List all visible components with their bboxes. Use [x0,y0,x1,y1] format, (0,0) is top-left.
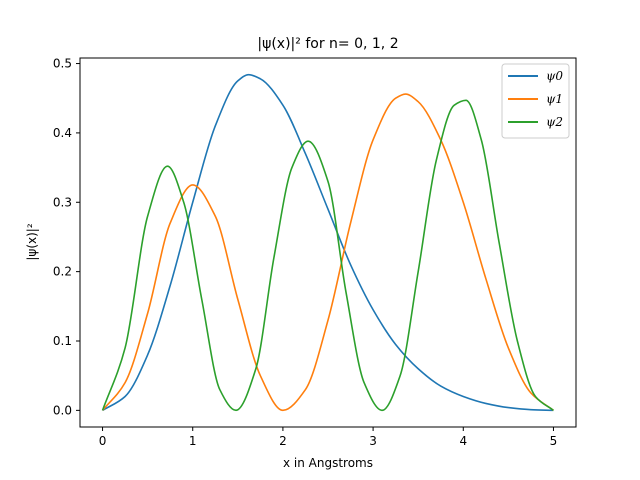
legend: ψ0 ψ1 ψ2 [501,63,570,139]
y-axis-ticks: 0.0 0.1 0.2 0.3 0.4 0.5 [53,57,80,417]
x-tick-label: 2 [279,434,287,448]
x-tick-label: 4 [459,434,467,448]
x-tick-label: 3 [369,434,377,448]
y-tick-label: 0.2 [53,265,72,279]
y-axis-label: |ψ(x)|² [25,223,39,260]
x-tick-label: 0 [99,434,107,448]
y-tick-label: 0.4 [53,126,72,140]
series-layer [101,73,554,412]
legend-label-psi1: ψ1 [546,92,563,106]
x-axis-ticks: 0 1 2 3 4 5 [99,427,558,448]
y-tick-label: 0.5 [53,57,72,71]
legend-box [501,63,570,139]
y-tick-label: 0.3 [53,195,72,209]
y-tick-label: 0.1 [53,334,72,348]
plot-area [79,57,577,428]
chart-title: |ψ(x)|² for n= 0, 1, 2 [257,36,398,52]
legend-label-psi2: ψ2 [546,115,563,129]
y-tick-label: 0.0 [53,403,72,417]
x-tick-label: 1 [189,434,197,448]
series-line-psi2 [101,99,554,412]
series-line-psi0 [102,73,554,412]
legend-label-psi0: ψ0 [546,69,563,83]
x-axis-label: x in Angstroms [283,456,373,470]
series-line-psi1 [101,93,554,412]
x-tick-label: 5 [550,434,558,448]
